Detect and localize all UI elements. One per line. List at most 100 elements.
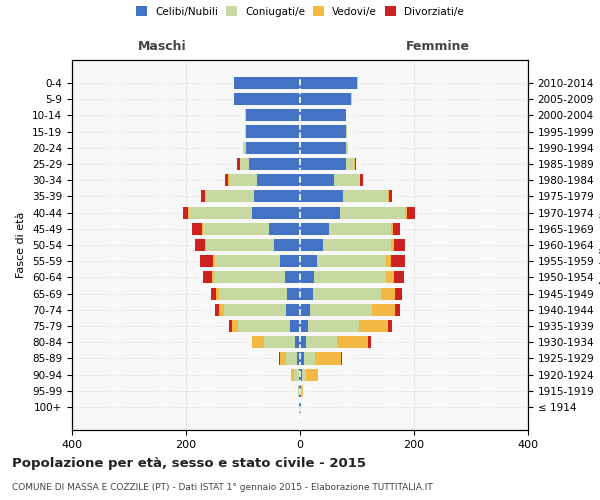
Bar [300, 158, 346, 170]
Bar [391, 239, 394, 251]
Bar [389, 190, 392, 202]
Bar [310, 304, 372, 316]
Bar [226, 174, 228, 186]
Bar [299, 368, 300, 381]
Bar [314, 272, 386, 283]
Bar [201, 190, 205, 202]
Bar [329, 222, 391, 235]
Y-axis label: Fasce di età: Fasce di età [16, 212, 26, 278]
Bar [300, 142, 346, 154]
Bar [391, 255, 406, 268]
Bar [229, 320, 232, 332]
Bar [206, 239, 274, 251]
Bar [254, 190, 300, 202]
Legend: Celibi/Nubili, Coniugati/e, Vedovi/e, Divorziati/e: Celibi/Nubili, Coniugati/e, Vedovi/e, Di… [132, 2, 468, 21]
Bar [406, 206, 407, 218]
Bar [306, 336, 337, 348]
Bar [182, 206, 188, 218]
Bar [246, 142, 300, 154]
Bar [219, 304, 224, 316]
Bar [394, 272, 404, 283]
Bar [346, 158, 354, 170]
Bar [300, 272, 314, 283]
Bar [292, 368, 295, 381]
Bar [251, 206, 300, 218]
Bar [249, 158, 300, 170]
Bar [300, 93, 352, 105]
Bar [334, 174, 360, 186]
Bar [269, 222, 300, 235]
Bar [301, 385, 302, 397]
Bar [203, 272, 212, 283]
Bar [290, 320, 300, 332]
Bar [302, 385, 303, 397]
Bar [300, 77, 357, 89]
Bar [300, 190, 343, 202]
Text: Maschi: Maschi [137, 40, 187, 52]
Bar [359, 320, 388, 332]
Bar [394, 239, 406, 251]
Bar [346, 142, 349, 154]
Bar [274, 239, 300, 251]
Bar [219, 288, 287, 300]
Bar [243, 142, 246, 154]
Bar [295, 336, 300, 348]
Bar [214, 272, 285, 283]
Bar [300, 255, 317, 268]
Bar [205, 239, 206, 251]
Bar [194, 239, 205, 251]
Bar [313, 288, 381, 300]
Bar [235, 77, 300, 89]
Bar [229, 174, 257, 186]
Bar [395, 288, 402, 300]
Bar [381, 288, 395, 300]
Bar [192, 222, 202, 235]
Bar [235, 93, 300, 105]
Bar [200, 255, 213, 268]
Bar [206, 190, 254, 202]
Bar [300, 109, 346, 122]
Bar [300, 320, 308, 332]
Bar [337, 336, 368, 348]
Bar [280, 352, 286, 364]
Bar [245, 126, 246, 138]
Bar [395, 304, 400, 316]
Bar [216, 288, 219, 300]
Bar [287, 288, 300, 300]
Bar [391, 222, 394, 235]
Bar [386, 255, 391, 268]
Bar [237, 158, 239, 170]
Text: Femmine: Femmine [406, 40, 470, 52]
Bar [372, 304, 395, 316]
Bar [306, 368, 317, 381]
Bar [300, 174, 334, 186]
Bar [263, 336, 295, 348]
Bar [232, 320, 238, 332]
Bar [361, 174, 363, 186]
Bar [238, 320, 290, 332]
Bar [388, 320, 392, 332]
Bar [346, 126, 347, 138]
Bar [300, 126, 346, 138]
Bar [300, 288, 313, 300]
Bar [211, 288, 216, 300]
Bar [280, 255, 300, 268]
Bar [343, 190, 388, 202]
Bar [189, 206, 251, 218]
Bar [300, 239, 323, 251]
Bar [368, 336, 371, 348]
Bar [246, 109, 300, 122]
Bar [386, 272, 394, 283]
Bar [394, 222, 400, 235]
Bar [340, 206, 406, 218]
Bar [224, 304, 286, 316]
Text: COMUNE DI MASSA E COZZILE (PT) - Dati ISTAT 1° gennaio 2015 - Elaborazione TUTTI: COMUNE DI MASSA E COZZILE (PT) - Dati IS… [12, 482, 433, 492]
Bar [300, 336, 306, 348]
Bar [316, 352, 341, 364]
Bar [300, 352, 304, 364]
Bar [355, 158, 356, 170]
Bar [212, 272, 214, 283]
Bar [300, 368, 302, 381]
Text: Popolazione per età, sesso e stato civile - 2015: Popolazione per età, sesso e stato civil… [12, 458, 366, 470]
Bar [215, 255, 280, 268]
